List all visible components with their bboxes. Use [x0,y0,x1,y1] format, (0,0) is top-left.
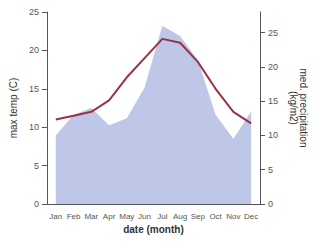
svg-text:5: 5 [268,165,273,175]
svg-text:25: 25 [268,28,278,38]
svg-text:0: 0 [34,199,39,209]
svg-text:(kg/m2): (kg/m2) [288,91,299,125]
svg-text:Oct: Oct [209,212,222,221]
svg-text:20: 20 [29,45,39,55]
svg-text:15: 15 [29,84,39,94]
svg-text:max temp (C): max temp (C) [8,78,19,139]
svg-text:10: 10 [268,130,278,140]
svg-text:Jul: Jul [157,212,167,221]
svg-text:20: 20 [268,62,278,72]
svg-text:Feb: Feb [67,212,81,221]
svg-text:5: 5 [34,161,39,171]
svg-text:25: 25 [29,7,39,17]
svg-text:15: 15 [268,96,278,106]
svg-text:Jan: Jan [49,212,62,221]
svg-text:Mar: Mar [84,212,98,221]
svg-text:0: 0 [268,199,273,209]
svg-text:Dec: Dec [244,212,258,221]
svg-text:10: 10 [29,122,39,132]
svg-text:Apr: Apr [103,212,116,221]
svg-text:med. precipitation: med. precipitation [298,68,310,148]
svg-text:Sep: Sep [191,212,206,221]
svg-text:Aug: Aug [173,212,187,221]
svg-text:Jun: Jun [138,212,151,221]
svg-text:May: May [119,212,134,221]
svg-text:Nov: Nov [226,212,240,221]
svg-text:date (month): date (month) [123,224,184,235]
